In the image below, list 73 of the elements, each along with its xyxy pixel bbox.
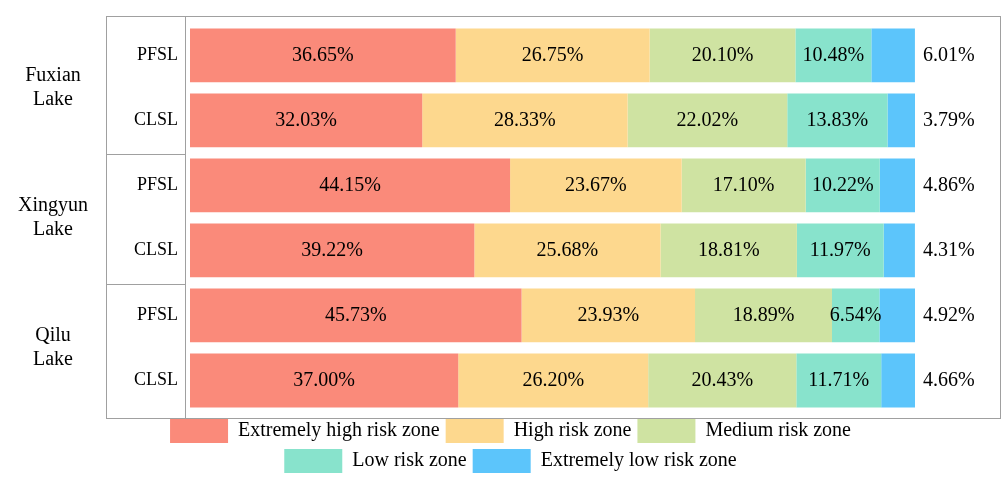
bar xyxy=(190,158,511,213)
bar xyxy=(474,223,661,278)
y-tick-label: CLSL xyxy=(133,239,178,260)
y-tick-label: CLSL xyxy=(133,369,178,390)
data-label: 4.92% xyxy=(923,302,975,325)
data-label: 4.31% xyxy=(922,237,975,260)
bar xyxy=(510,158,682,213)
bar xyxy=(887,93,915,148)
legend-label: Low risk zone xyxy=(352,448,467,471)
bar xyxy=(627,93,788,148)
data-label: 4.86% xyxy=(923,172,975,195)
bar xyxy=(190,93,423,148)
bar xyxy=(190,353,459,408)
data-label: 26.75% xyxy=(521,42,584,65)
data-label: 28.33% xyxy=(494,107,556,130)
bar xyxy=(455,28,650,83)
data-label: 39.22% xyxy=(301,237,364,260)
bar xyxy=(796,223,884,278)
legend-label: Extremely low risk zone xyxy=(540,448,737,472)
bar xyxy=(190,223,475,278)
text: Xingyun Lake xyxy=(18,193,88,240)
data-label: 6.54% xyxy=(829,302,882,325)
legend-label: Extremely high risk zone xyxy=(238,418,440,442)
data-label: 44.15% xyxy=(319,172,381,195)
data-label: 11.71% xyxy=(808,367,870,390)
data-label: 23.93% xyxy=(577,302,640,325)
data-label: 26.20% xyxy=(522,367,585,390)
data-label: 32.03% xyxy=(275,107,337,130)
bar xyxy=(649,28,796,83)
bar xyxy=(883,223,915,278)
data-label: 18.81% xyxy=(697,237,760,260)
data-label: 17.10% xyxy=(712,172,775,195)
bar xyxy=(881,353,915,408)
text: Fuxian Lake xyxy=(25,63,81,110)
bar xyxy=(787,93,888,148)
data-label: 11.97% xyxy=(809,237,871,260)
data-label: 10.22% xyxy=(811,172,874,195)
y-tick-label: PFSL xyxy=(136,174,178,195)
data-label: 4.66% xyxy=(923,367,975,390)
data-label: 37.00% xyxy=(293,367,355,390)
data-label: 25.68% xyxy=(536,237,599,260)
data-label: 6.01% xyxy=(922,42,975,65)
bar xyxy=(871,28,915,83)
bar xyxy=(795,28,872,83)
bar xyxy=(796,353,882,408)
bar xyxy=(805,158,880,213)
y-tick-label: PFSL xyxy=(136,44,178,65)
data-label: 18.89% xyxy=(732,302,795,325)
data-label: 45.73% xyxy=(324,302,387,325)
data-label: 36.65% xyxy=(292,42,354,65)
bar xyxy=(660,223,797,278)
bar xyxy=(695,288,832,343)
data-label: 23.67% xyxy=(565,172,627,195)
legend-label: High risk zone xyxy=(513,418,632,442)
data-label: 20.10% xyxy=(691,42,754,65)
bar xyxy=(681,158,806,213)
y-tick-label: CLSL xyxy=(133,109,178,130)
data-label: 13.83% xyxy=(806,107,869,130)
data-label: 20.43% xyxy=(691,367,754,390)
bar xyxy=(879,158,915,213)
text: Qilu Lake xyxy=(33,323,74,370)
bar xyxy=(458,353,649,408)
bar xyxy=(190,288,522,343)
y-tick-label: PFSL xyxy=(136,304,178,325)
bar xyxy=(190,28,456,83)
legend-label: Medium risk zone xyxy=(705,418,852,441)
bar xyxy=(879,288,915,343)
data-label: 10.48% xyxy=(802,42,865,65)
bar xyxy=(422,93,628,148)
bar xyxy=(648,353,797,408)
data-label: 22.02% xyxy=(676,107,739,130)
bar xyxy=(521,288,696,343)
data-label: 3.79% xyxy=(923,107,975,130)
